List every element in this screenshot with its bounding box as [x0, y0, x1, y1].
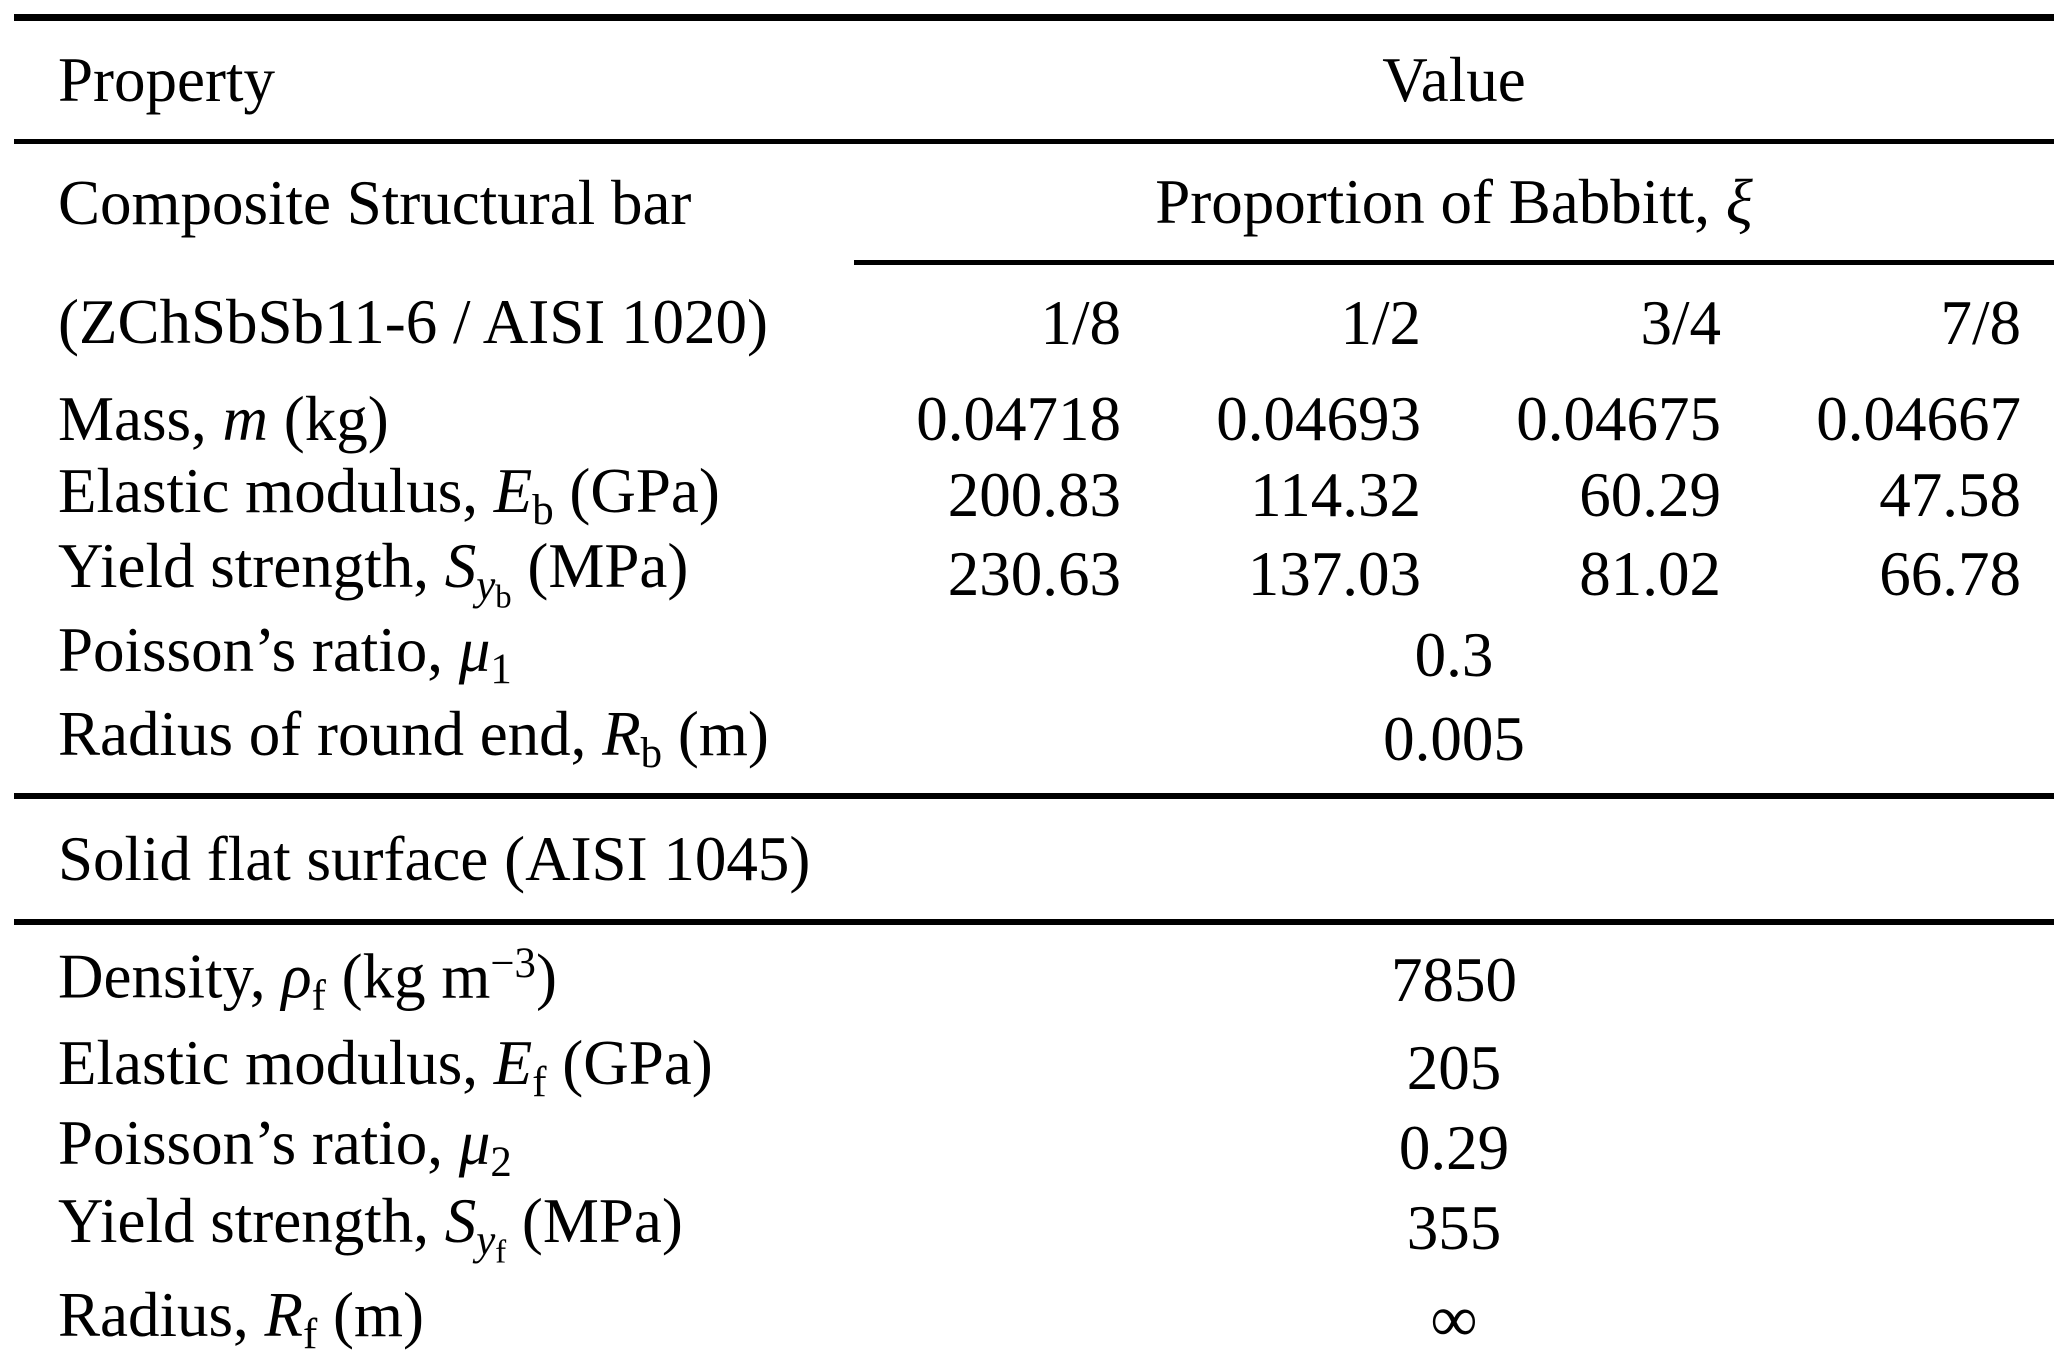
radius-flat-value: ∞ [1430, 1282, 1478, 1356]
radius-round-end-label: Radius of round end, Rb (m) [58, 699, 769, 778]
proportion-of-babbitt-header: Proportion of Babbitt, ξ [854, 141, 2055, 265]
bar-section-subheader-row: Composite Structural bar Proportion of B… [14, 141, 2055, 265]
yield-strength-bar-value-3: 81.02 [1579, 538, 1721, 609]
radius-round-end-row: Radius of round end, Rb (m) 0.005 [14, 695, 2054, 796]
poissons-ratio-flat-value: 0.29 [1398, 1112, 1510, 1183]
density-row: Density, ρf (kg m−3) 7850 [14, 922, 2054, 1028]
yield-strength-bar-value-2: 137.03 [1247, 538, 1421, 609]
column-header-value: Value [854, 17, 2055, 144]
yield-strength-flat-label: Yield strength, Syf (MPa) [58, 1185, 683, 1270]
column-header-property: Property [14, 17, 854, 144]
poissons-ratio-flat-row: Poisson’s ratio, μ2 0.29 [14, 1108, 2054, 1188]
yield-strength-bar-value-4: 66.78 [1879, 538, 2022, 609]
mass-row: Mass, m (kg) 0.04718 0.04693 0.04675 0.0… [14, 381, 2054, 457]
flat-section-title: Solid flat surface (AISI 1045) [14, 792, 2055, 925]
yield-strength-flat-row: Yield strength, Syf (MPa) 355 [14, 1188, 2054, 1270]
fraction-col-3: 3/4 [1640, 287, 1721, 358]
mass-value-4: 0.04667 [1816, 383, 2022, 454]
elastic-modulus-bar-value-4: 47.58 [1879, 459, 2022, 530]
flat-section-header-row: Solid flat surface (AISI 1045) [14, 792, 2055, 925]
fraction-col-2: 1/2 [1340, 287, 1421, 358]
bar-section-title: Composite Structural bar [58, 168, 692, 239]
radius-flat-label: Radius, Rf (m) [58, 1279, 424, 1358]
density-label: Density, ρf (kg m−3) [58, 940, 557, 1020]
material-properties-table: Property Value Composite Structural bar … [14, 14, 2055, 1360]
elastic-modulus-flat-value: 205 [1406, 1032, 1502, 1103]
mass-value-3: 0.04675 [1516, 383, 1721, 454]
density-value: 7850 [1391, 945, 1517, 1016]
mass-value-2: 0.04693 [1216, 383, 1421, 454]
elastic-modulus-bar-value-1: 200.83 [947, 459, 1121, 530]
poissons-ratio-bar-row: Poisson’s ratio, μ1 0.3 [14, 615, 2054, 695]
elastic-modulus-bar-value-2: 114.32 [1250, 459, 1421, 530]
elastic-modulus-bar-label: Elastic modulus, Eb (GPa) [58, 455, 720, 534]
poissons-ratio-bar-label: Poisson’s ratio, μ1 [58, 615, 512, 694]
mass-label: Mass, m (kg) [58, 383, 389, 454]
poissons-ratio-bar-value: 0.3 [1414, 619, 1494, 690]
table-header-row: Property Value [14, 17, 2055, 144]
yield-strength-bar-row: Yield strength, Syb (MPa) 230.63 137.03 … [14, 533, 2054, 615]
elastic-modulus-bar-value-3: 60.29 [1579, 459, 1721, 530]
bar-material-label: (ZChSbSb11-6 / AISI 1020) [58, 286, 768, 357]
mass-value-1: 0.04718 [916, 383, 1121, 454]
yield-strength-bar-value-1: 230.63 [947, 538, 1121, 609]
radius-round-end-value: 0.005 [1383, 703, 1525, 774]
yield-strength-bar-label: Yield strength, Syb (MPa) [58, 531, 689, 616]
fraction-col-1: 1/8 [1040, 287, 1121, 358]
radius-flat-row: Radius, Rf (m) ∞ [14, 1269, 2054, 1360]
elastic-modulus-flat-row: Elastic modulus, Ef (GPa) 205 [14, 1028, 2054, 1108]
elastic-modulus-bar-row: Elastic modulus, Eb (GPa) 200.83 114.32 … [14, 457, 2054, 533]
poissons-ratio-flat-label: Poisson’s ratio, μ2 [58, 1108, 512, 1187]
fractions-row: (ZChSbSb11-6 / AISI 1020) 1/8 1/2 3/4 7/… [14, 263, 2054, 382]
yield-strength-flat-value: 355 [1406, 1193, 1502, 1264]
fraction-col-4: 7/8 [1940, 287, 2022, 358]
elastic-modulus-flat-label: Elastic modulus, Ef (GPa) [58, 1028, 713, 1107]
